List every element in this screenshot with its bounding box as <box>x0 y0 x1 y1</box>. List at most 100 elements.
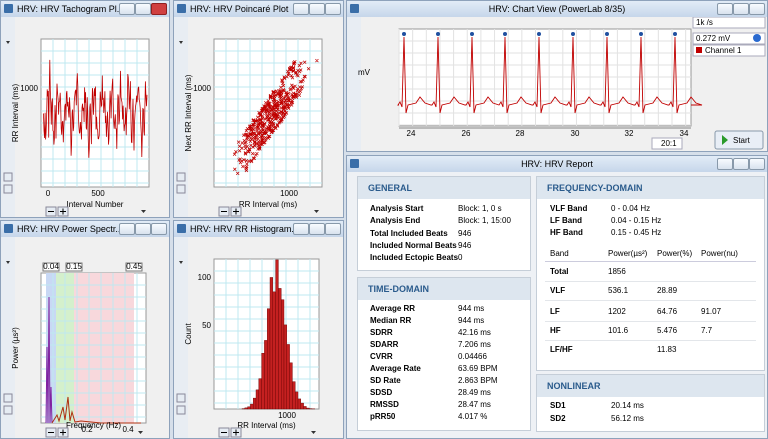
value: Block: 1, 0 s <box>458 204 502 213</box>
title-bar: HRV: Chart View (PowerLab 8/35) <box>347 1 767 17</box>
value: 101.6 <box>608 326 629 335</box>
value: 28.49 ms <box>458 388 491 397</box>
time_domain-panel: TIME-DOMAIN Average RR 944 ms Median RR 944 … <box>357 277 531 431</box>
label: Analysis Start <box>370 204 424 213</box>
channel-label: Channel 1 <box>705 46 742 55</box>
y-tick-label: 1000 <box>193 84 211 93</box>
close-button[interactable] <box>749 3 765 15</box>
side-button[interactable] <box>3 393 13 403</box>
y-axis-label: mV <box>358 68 371 77</box>
minimize-button[interactable] <box>119 223 135 235</box>
plot-content <box>41 39 149 187</box>
window-icon <box>350 159 359 168</box>
x-axis-label: RR Interval (ms) <box>239 200 298 209</box>
side-button[interactable] <box>176 393 186 403</box>
label: SDRR <box>370 328 393 337</box>
x-tick-label: 0.2 <box>81 425 93 434</box>
dropdown-arrow[interactable] <box>6 41 10 44</box>
channel-control[interactable] <box>692 44 766 57</box>
close-button[interactable] <box>749 158 765 170</box>
value: 64.76 <box>657 307 678 316</box>
side-button[interactable] <box>3 172 13 182</box>
label: Total <box>550 267 569 276</box>
window-icon <box>177 224 186 233</box>
histogram-bar <box>306 407 310 410</box>
maximize-button[interactable] <box>135 3 151 15</box>
column-header: Power(%) <box>657 249 693 258</box>
minimize-button[interactable] <box>293 3 309 15</box>
spectrum-vlf <box>45 296 53 424</box>
side-button[interactable] <box>176 184 186 194</box>
range-label: 0.272 mV <box>696 34 731 43</box>
x-tick-label: 28 <box>516 129 525 138</box>
options-arrow[interactable] <box>141 210 146 213</box>
section-heading: GENERAL <box>358 177 530 199</box>
minimize-button[interactable] <box>293 223 309 235</box>
side-button[interactable] <box>176 172 186 182</box>
y-axis-label: Power (µs²) <box>11 327 20 369</box>
button-glyph <box>233 429 239 436</box>
maximize-button[interactable] <box>309 3 325 15</box>
window: HRV: HRV Tachogram Pl... 1000 0 500 RR Inter… <box>0 0 170 218</box>
start-label: Start <box>733 136 751 145</box>
rate-control[interactable] <box>692 17 766 29</box>
beat-marker <box>605 32 609 36</box>
histogram-bar <box>275 259 279 410</box>
start-button[interactable] <box>714 130 764 150</box>
side-button[interactable] <box>3 405 13 415</box>
options-arrow[interactable] <box>314 210 319 213</box>
zoom-label: 20:1 <box>661 139 677 148</box>
x-tick-label: 1000 <box>280 189 298 198</box>
value: 1202 <box>608 307 626 316</box>
column-header: Power(µs²) <box>608 249 648 258</box>
dropdown-arrow[interactable] <box>179 261 183 264</box>
value: 4.017 % <box>458 412 488 421</box>
histogram-bar <box>292 381 296 410</box>
value: 0 <box>458 253 463 263</box>
column-header: Power(nu) <box>701 249 738 258</box>
x-tick-label: 0 <box>46 189 51 198</box>
side-button[interactable] <box>3 184 13 194</box>
ecg-trace <box>397 36 703 114</box>
label: SD1 <box>550 401 566 410</box>
histogram-bar <box>264 340 268 410</box>
options-arrow[interactable] <box>138 431 143 434</box>
beat-marker <box>571 32 575 36</box>
label: LF <box>550 307 560 316</box>
info-icon[interactable] <box>753 34 761 42</box>
plot-content <box>214 39 322 187</box>
maximize-button[interactable] <box>733 3 749 15</box>
window: HRV: HRV Power Spectr... 0.04 0.15 0.45 0.2 0… <box>0 220 170 439</box>
start-icon <box>722 135 728 145</box>
minimize-button[interactable] <box>717 158 733 170</box>
band-label-box <box>125 262 143 272</box>
beat-marker <box>639 32 643 36</box>
options-arrow[interactable] <box>311 431 316 434</box>
beat-marker <box>673 32 677 36</box>
range-control[interactable] <box>692 32 766 45</box>
close-button[interactable] <box>325 223 341 235</box>
close-button[interactable] <box>151 3 167 15</box>
value: 56.12 ms <box>611 414 644 423</box>
left-toolbar <box>1 237 15 438</box>
label: Analysis End <box>370 216 421 226</box>
histogram-bar <box>300 402 304 410</box>
minimize-button[interactable] <box>717 3 733 15</box>
value: 944 ms <box>458 316 485 325</box>
side-button[interactable] <box>176 405 186 415</box>
maximize-button[interactable] <box>135 223 151 235</box>
x-tick-label: 32 <box>625 129 634 138</box>
close-button[interactable] <box>325 3 341 15</box>
dropdown-arrow[interactable] <box>6 261 10 264</box>
minimize-button[interactable] <box>119 3 135 15</box>
histogram-bar <box>303 406 307 410</box>
dropdown-arrow[interactable] <box>179 41 183 44</box>
maximize-button[interactable] <box>309 223 325 235</box>
rate-label: 1k /s <box>696 18 713 27</box>
histogram-bar <box>289 362 293 410</box>
close-button[interactable] <box>151 223 167 235</box>
maximize-button[interactable] <box>733 158 749 170</box>
zoom-control[interactable] <box>651 137 683 150</box>
channel-color <box>696 47 702 53</box>
